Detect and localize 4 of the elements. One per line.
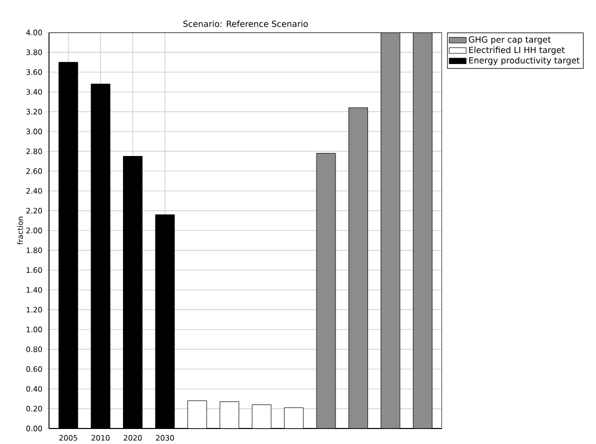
- legend-label: GHG per cap target: [468, 36, 551, 44]
- legend-label: Electrified LI HH target: [469, 46, 565, 55]
- chart-title: Scenario: Reference Scenario: [183, 20, 308, 28]
- legend-label: Energy productivity target: [469, 56, 580, 66]
